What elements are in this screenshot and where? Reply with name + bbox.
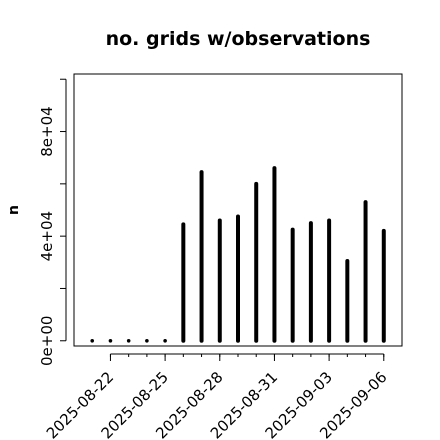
bar xyxy=(108,338,113,343)
chart-title: no. grids w/observations xyxy=(106,28,371,50)
bar xyxy=(145,338,149,343)
bar xyxy=(126,338,131,343)
y-tick-label: 0e+00 xyxy=(38,316,56,366)
plot-frame xyxy=(73,73,403,347)
y-tick-label: 4e+04 xyxy=(38,211,56,261)
bar xyxy=(90,338,95,343)
y-tick-label: 8e+04 xyxy=(38,106,56,156)
chart-marks: 0e+004e+048e+042025-08-222025-08-252025-… xyxy=(38,78,391,440)
y-axis-label: n xyxy=(6,205,22,215)
bar xyxy=(163,338,167,343)
